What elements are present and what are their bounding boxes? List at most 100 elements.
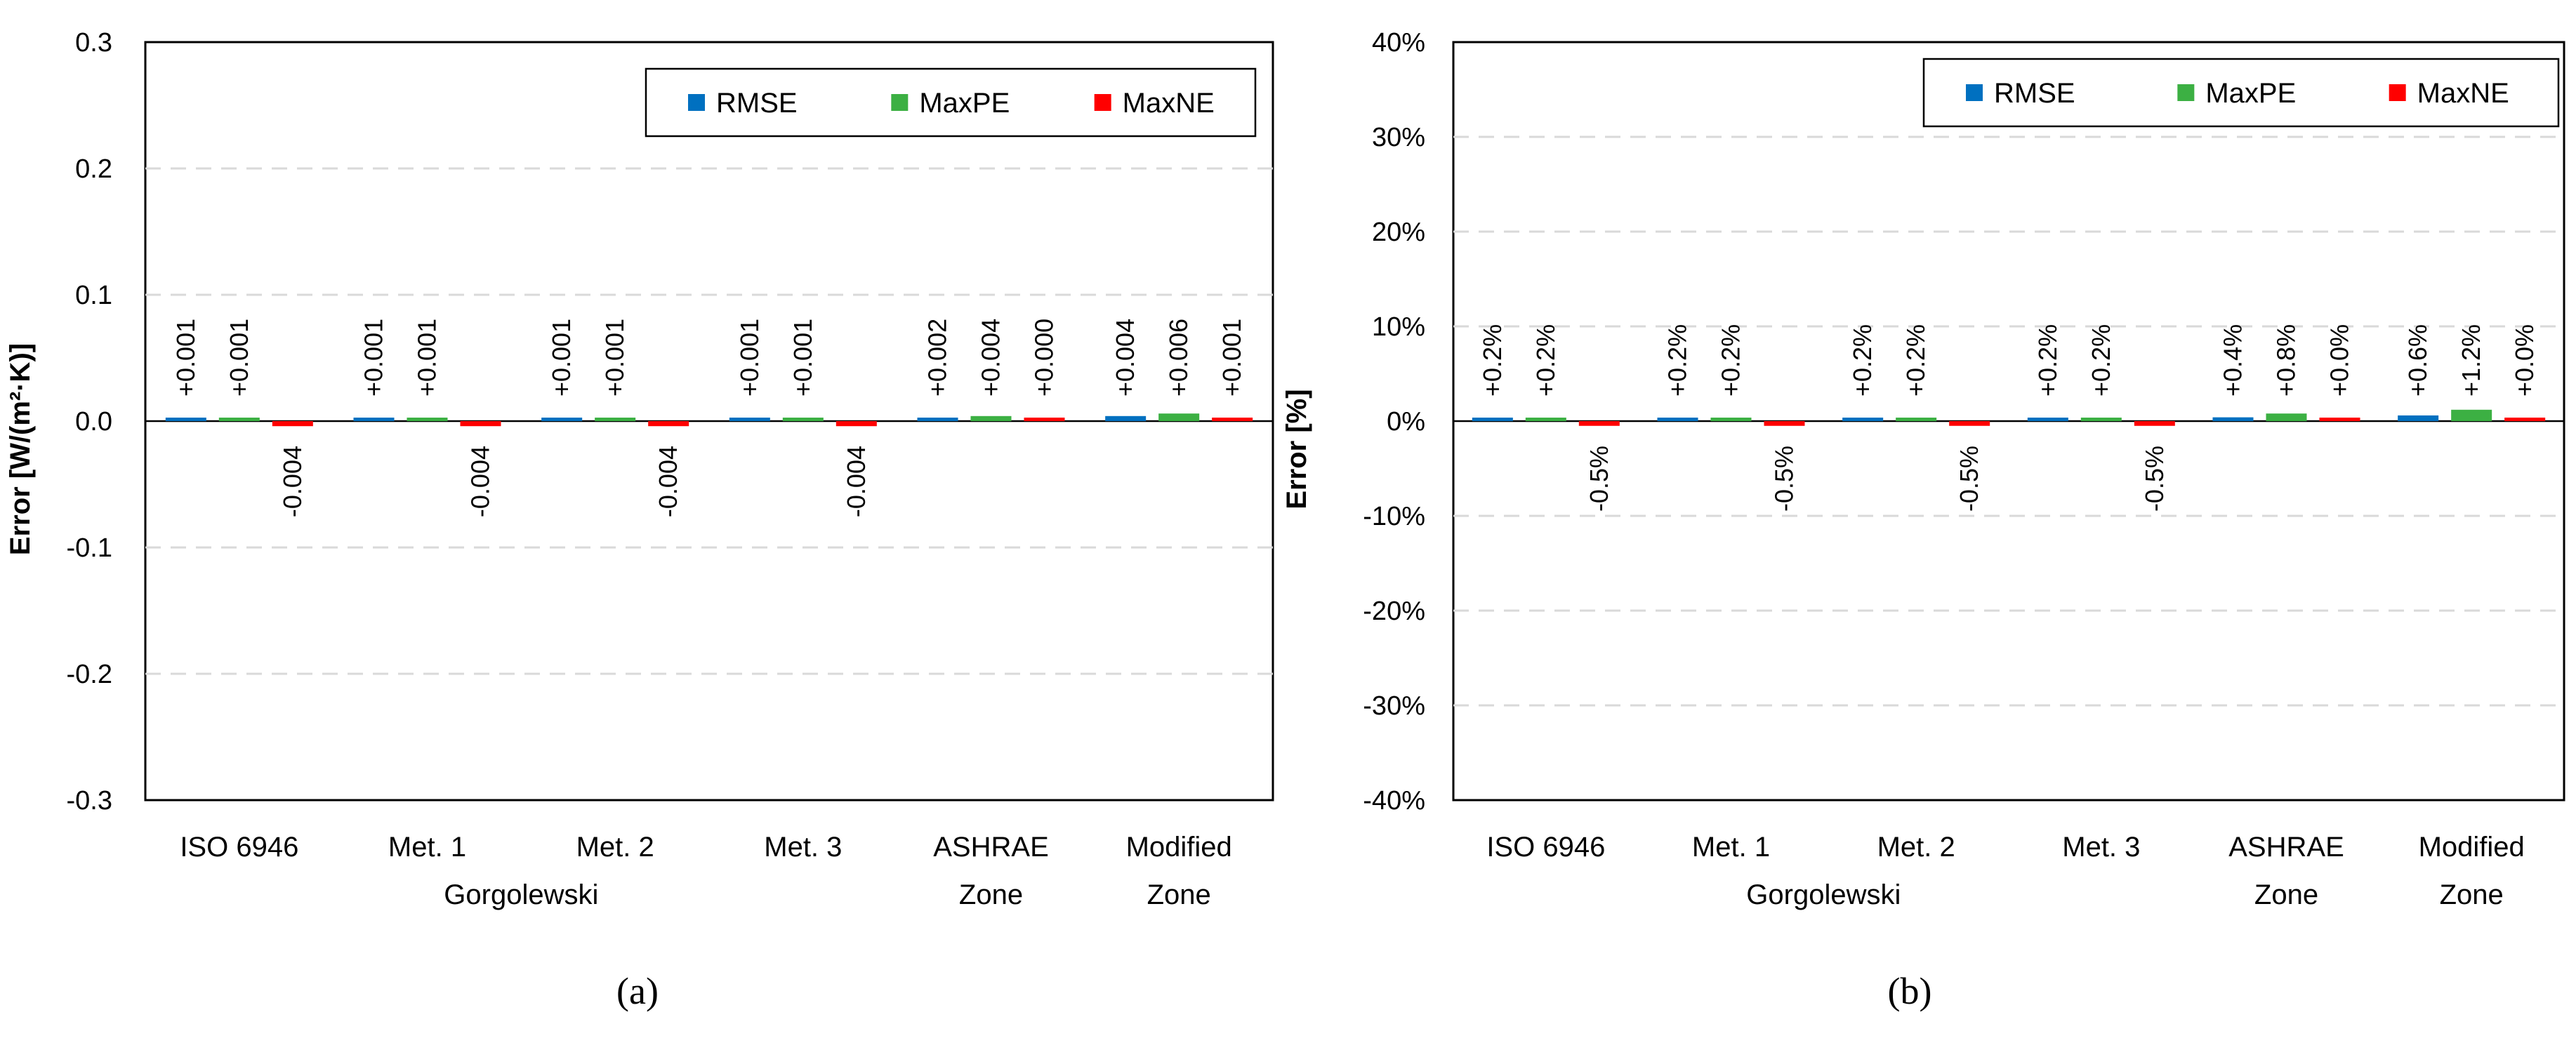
data-label: +0.001 — [225, 319, 253, 397]
chart-a: -0.3 -0.2 -0.1 0.0 0.1 0.2 0.3 Error [W/(m²·K)]… — [5, 28, 1274, 1012]
legend-swatch-maxpe — [891, 94, 909, 111]
bar-rmse — [541, 418, 583, 421]
y-tick-label: 40% — [1372, 28, 1425, 58]
category-label: Zone — [1147, 879, 1211, 910]
bar-maxpe — [2080, 418, 2122, 421]
data-label: +0.6% — [2403, 324, 2432, 397]
data-label: +0.2% — [1717, 324, 1745, 397]
legend-swatch-rmse — [688, 94, 705, 111]
legend-box — [645, 67, 1257, 138]
data-label: -0.5% — [2140, 446, 2169, 512]
data-label: +0.001 — [547, 319, 576, 397]
data-label: -0.004 — [842, 446, 871, 517]
data-label: -0.004 — [466, 446, 495, 517]
category-label: Met. 2 — [1877, 832, 1955, 863]
data-label: +0.2% — [2033, 324, 2062, 397]
legend-label-rmse: RMSE — [1994, 78, 2075, 109]
y-tick-label: -10% — [1363, 502, 1425, 531]
data-label: +0.004 — [977, 319, 1005, 397]
bar-rmse — [1472, 418, 1513, 421]
data-label: +0.2% — [1848, 324, 1877, 397]
bar-maxpe — [407, 418, 448, 421]
bar-maxne — [835, 421, 877, 427]
data-label: +0.001 — [788, 319, 817, 397]
y-tick-label: 30% — [1372, 123, 1425, 152]
category-label: Met. 3 — [2062, 832, 2140, 863]
data-label: +0.2% — [2087, 324, 2115, 397]
data-label: -0.004 — [654, 446, 682, 517]
category-label: Zone — [2254, 879, 2318, 910]
category-label: Met. 1 — [1692, 832, 1770, 863]
data-label: +0.006 — [1164, 319, 1193, 397]
bar-rmse — [2212, 417, 2254, 421]
bar-rmse — [1657, 418, 1698, 421]
bar-maxne — [460, 421, 501, 427]
data-label: +0.004 — [1111, 319, 1140, 397]
category-label: Met. 1 — [388, 832, 466, 863]
data-label: +0.000 — [1030, 319, 1059, 397]
bar-rmse — [1842, 418, 1884, 421]
bar-maxpe — [2266, 413, 2307, 421]
bar-maxpe — [2451, 409, 2492, 421]
data-label: -0.5% — [1955, 446, 1983, 512]
data-label: +0.002 — [923, 319, 952, 397]
bar-maxne — [1578, 421, 1620, 426]
data-label: +0.2% — [1663, 324, 1692, 397]
bar-maxne — [1949, 421, 1990, 426]
legend-label-maxne: MaxNE — [2417, 78, 2509, 109]
data-label: +1.2% — [2457, 324, 2485, 397]
bar-maxne — [272, 421, 313, 427]
data-label: +0.001 — [171, 319, 200, 397]
bar-maxpe — [1158, 413, 1200, 421]
legend-label-maxne: MaxNE — [1123, 88, 1215, 119]
data-label: -0.004 — [278, 446, 307, 517]
y-tick-label: 20% — [1372, 218, 1425, 247]
bar-rmse — [165, 418, 206, 421]
panel-label: (b) — [1888, 970, 1932, 1012]
data-label: +0.001 — [413, 319, 442, 397]
y-tick-label: -30% — [1363, 691, 1425, 721]
data-label: +0.8% — [2272, 324, 2301, 397]
bar-rmse — [917, 418, 958, 421]
bar-maxpe — [782, 418, 824, 421]
data-label: +0.2% — [1478, 324, 1507, 397]
y-tick-label: -20% — [1363, 597, 1425, 626]
category-label: ISO 6946 — [1486, 832, 1605, 863]
legend-label-maxpe: MaxPE — [2205, 78, 2296, 109]
category-label: Zone — [2440, 879, 2504, 910]
bar-rmse — [2398, 415, 2439, 421]
bar-rmse — [353, 418, 395, 421]
bar-maxpe — [595, 418, 636, 421]
category-label: ISO 6946 — [180, 832, 298, 863]
category-label: Met. 2 — [576, 832, 654, 863]
y-axis-label: Error [W/(m²·K)] — [5, 343, 36, 555]
data-label: +0.001 — [600, 319, 629, 397]
y-tick-label: 10% — [1372, 312, 1425, 342]
category-label: Modified — [2419, 832, 2525, 863]
category-label: Met. 3 — [764, 832, 842, 863]
y-axis-label: Error [%] — [1281, 389, 1312, 509]
legend-swatch-maxne — [1094, 94, 1111, 111]
y-tick-label: 0.0 — [75, 407, 112, 437]
bar-maxne — [1024, 418, 1065, 421]
data-label: +0.0% — [2325, 324, 2354, 397]
data-label: +0.001 — [1217, 319, 1246, 397]
y-tick-label: 0.2 — [75, 154, 112, 184]
data-label: +0.4% — [2219, 324, 2247, 397]
category-label: Zone — [959, 879, 1023, 910]
chart-b: -40% -30% -20% -10% 0% 10% 20% 30% 40% Error [%] +… — [1281, 28, 2565, 1012]
legend-box — [1922, 58, 2560, 128]
data-label: +0.2% — [1531, 324, 1560, 397]
y-tick-label: 0.3 — [75, 28, 112, 58]
bar-rmse — [729, 418, 770, 421]
data-label: -0.5% — [1585, 446, 1613, 512]
bar-maxpe — [970, 416, 1012, 421]
category-label: Modified — [1126, 832, 1232, 863]
data-label: -0.5% — [1770, 446, 1799, 512]
legend-swatch-rmse — [1966, 84, 1983, 101]
bar-rmse — [2027, 418, 2068, 421]
legend-swatch-maxpe — [2177, 84, 2195, 101]
panel-label: (a) — [616, 970, 659, 1012]
